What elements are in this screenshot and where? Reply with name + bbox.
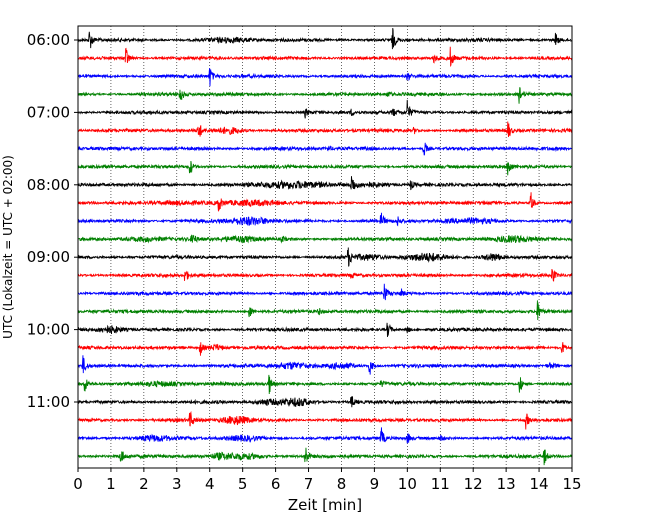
trace-10 bbox=[77, 212, 573, 227]
trace-11 bbox=[77, 234, 573, 244]
trace-14 bbox=[77, 283, 573, 301]
x-tick-label-14: 14 bbox=[530, 475, 549, 493]
trace-3 bbox=[77, 87, 573, 104]
x-tick-label-3: 3 bbox=[172, 475, 182, 493]
y-tick-label-2: 08:00 bbox=[27, 176, 70, 194]
x-tick-label-4: 4 bbox=[205, 475, 215, 493]
trace-6 bbox=[77, 142, 573, 156]
trace-1 bbox=[77, 46, 573, 68]
x-axis-label: Zeit [min] bbox=[288, 496, 362, 514]
trace-7 bbox=[77, 160, 573, 176]
x-tick-label-0: 0 bbox=[73, 475, 83, 493]
trace-8 bbox=[77, 176, 573, 191]
trace-2 bbox=[77, 68, 573, 87]
x-tick-label-11: 11 bbox=[431, 475, 450, 493]
y-tick-label-3: 09:00 bbox=[27, 248, 70, 266]
trace-20 bbox=[77, 396, 573, 408]
y-axis-label: UTC (Lokalzeit = UTC + 02:00) bbox=[1, 155, 15, 339]
y-tick-label-5: 11:00 bbox=[27, 393, 70, 411]
trace-15 bbox=[77, 300, 573, 320]
trace-17 bbox=[77, 342, 573, 356]
seismogram-traces bbox=[77, 28, 573, 466]
trace-23 bbox=[77, 447, 573, 466]
x-tick-label-1: 1 bbox=[106, 475, 116, 493]
trace-21 bbox=[77, 410, 573, 430]
plot-frame bbox=[77, 25, 573, 469]
x-tick-label-10: 10 bbox=[398, 475, 417, 493]
y-tick-label-0: 06:00 bbox=[27, 31, 70, 49]
y-tick-label-4: 10:00 bbox=[27, 321, 70, 339]
y-tick-label-1: 07:00 bbox=[27, 103, 70, 121]
trace-18 bbox=[77, 355, 573, 375]
x-tick-label-15: 15 bbox=[562, 475, 581, 493]
x-tick-label-8: 8 bbox=[337, 475, 347, 493]
trace-22 bbox=[77, 427, 573, 444]
trace-12 bbox=[77, 247, 573, 267]
x-tick-label-5: 5 bbox=[238, 475, 248, 493]
trace-16 bbox=[77, 322, 573, 338]
x-tick-label-12: 12 bbox=[464, 475, 483, 493]
x-tick-label-2: 2 bbox=[139, 475, 149, 493]
trace-0 bbox=[77, 28, 573, 50]
trace-4 bbox=[77, 99, 573, 119]
x-tick-label-6: 6 bbox=[271, 475, 281, 493]
x-axis-ticks: 0 1 2 3 4 5 6 7 8 9 10 11 12 13 14 15 bbox=[73, 468, 582, 493]
trace-13 bbox=[77, 268, 573, 282]
trace-5 bbox=[77, 121, 573, 137]
trace-9 bbox=[77, 192, 573, 212]
x-tick-label-9: 9 bbox=[370, 475, 380, 493]
x-tick-label-7: 7 bbox=[304, 475, 314, 493]
x-tick-label-13: 13 bbox=[497, 475, 516, 493]
trace-19 bbox=[77, 374, 573, 394]
y-axis-ticks: 06:00 07:00 08:00 09:00 10:00 11:00 bbox=[27, 31, 78, 411]
